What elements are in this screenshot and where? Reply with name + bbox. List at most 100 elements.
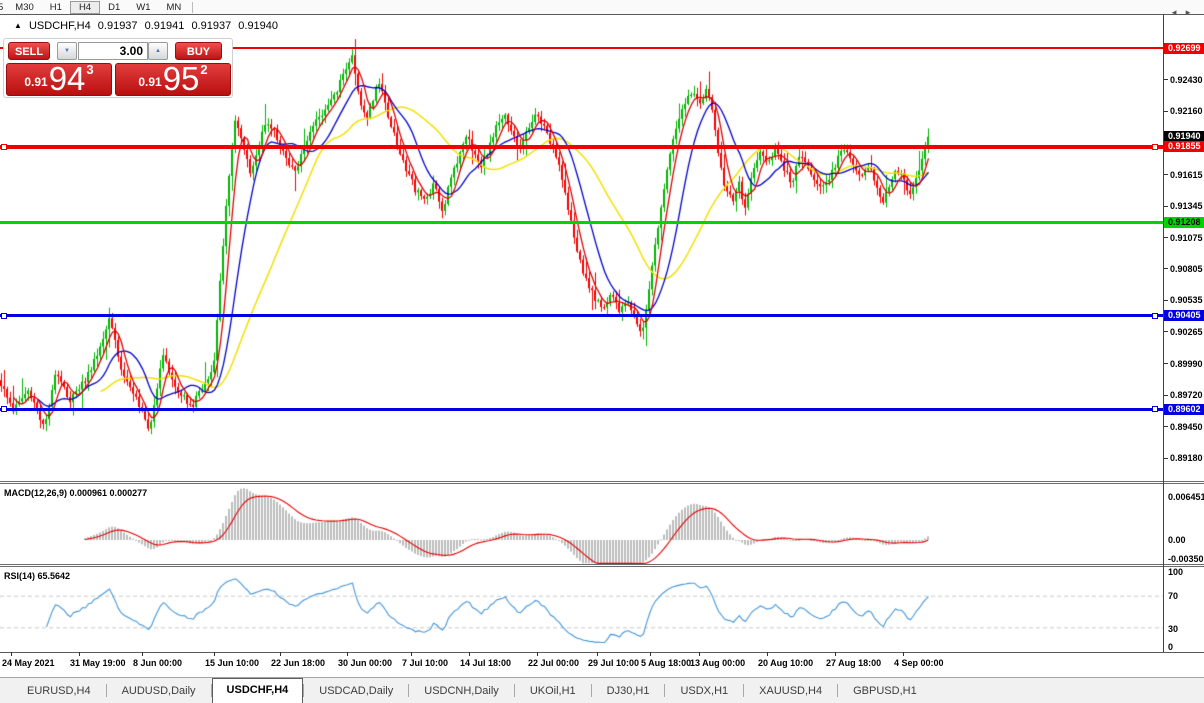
rsi-indicator-canvas[interactable]: [0, 568, 1163, 652]
time-tick-label: 20 Aug 10:00: [758, 658, 814, 668]
price-tick-mark: [1164, 237, 1168, 238]
horizontal-line-0.91855[interactable]: [0, 144, 1163, 149]
price-tick-mark: [1164, 363, 1168, 365]
price-tick-mark: [1164, 331, 1168, 333]
price-badge: 0.92699: [1164, 42, 1204, 54]
timeframe-button-h1[interactable]: H1: [49, 1, 62, 13]
time-tick-mark: [597, 652, 598, 656]
time-tick-label: 7 Jul 10:00: [402, 658, 449, 668]
time-tick-label: 30 Jun 00:00: [338, 658, 393, 668]
time-tick-label: 5 Aug 18:00: [641, 658, 692, 668]
time-tick-label: 4 Sep 00:00: [894, 658, 944, 668]
macd-axis-label: 0.006451: [1168, 492, 1204, 502]
price-tick-label: 0.92160: [1170, 106, 1203, 117]
timeframe-button-5[interactable]: 5: [0, 1, 4, 13]
ohlc-open: 0.91937: [97, 20, 138, 32]
time-tick-mark: [699, 652, 700, 656]
ask-price-prefix: 0.91: [138, 75, 162, 89]
bid-quote-button[interactable]: 0.91 94 3: [6, 62, 112, 96]
chart-tab-usdcad-daily[interactable]: USDCAD,Daily: [319, 685, 394, 697]
time-tick-mark: [11, 652, 12, 656]
buy-button[interactable]: BUY: [175, 42, 222, 60]
price-tick-mark: [1164, 174, 1168, 176]
tab-separator: [210, 684, 212, 697]
ask-quote-button[interactable]: 0.91 95 2: [115, 60, 231, 97]
tab-scroll-arrows: ◄►: [1170, 8, 1198, 17]
tab-scroll-left-icon[interactable]: ◄: [1170, 8, 1185, 17]
rsi-axis-label: 100: [1168, 567, 1184, 577]
price-tick-label: 0.90805: [1170, 263, 1203, 274]
time-tick-mark: [650, 652, 651, 656]
tab-separator: [303, 684, 305, 697]
chevron-down-icon: ▼: [64, 48, 70, 54]
price-tick-label: 0.90265: [1170, 326, 1203, 337]
price-badge: 0.91940: [1164, 131, 1204, 143]
price-tick-label: 0.91345: [1170, 201, 1203, 212]
chart-tab-dj30-h1[interactable]: DJ30,H1: [606, 685, 650, 697]
ask-price-big-digits: 95: [162, 60, 200, 97]
timeframe-button-m30[interactable]: M30: [15, 1, 34, 13]
main-macd-separator[interactable]: [0, 481, 1204, 484]
price-tick-label: 0.91075: [1170, 232, 1203, 243]
symbol-direction-icon: ▲: [14, 21, 22, 30]
price-badge: 0.90405: [1164, 310, 1204, 322]
line-endpoint-marker[interactable]: [1, 406, 7, 413]
volume-decrease-button[interactable]: ▼: [57, 42, 77, 60]
time-tick-mark: [214, 652, 215, 656]
line-endpoint-marker[interactable]: [1, 143, 7, 150]
chart-tab-gbpusd-h1[interactable]: GBPUSD,H1: [853, 685, 917, 697]
time-tick-mark: [411, 652, 412, 656]
price-tick-mark: [1164, 394, 1168, 396]
horizontal-line-0.90405[interactable]: [0, 314, 1163, 318]
horizontal-line-0.92699[interactable]: [0, 47, 1163, 50]
macd-rsi-separator[interactable]: [0, 564, 1204, 567]
macd-label: MACD(12,26,9) 0.000961 0.000277: [4, 488, 148, 498]
price-badge: 0.89602: [1164, 403, 1204, 415]
line-endpoint-marker[interactable]: [1152, 143, 1158, 150]
price-badge: 0.91208: [1164, 216, 1204, 228]
price-axis-divider: [1163, 14, 1164, 652]
chart-tab-xauusd-h4[interactable]: XAUUSD,H4: [759, 685, 823, 697]
chart-tab-audusd-daily[interactable]: AUDUSD,Daily: [121, 685, 196, 697]
time-tick-mark: [537, 652, 538, 656]
chart-tab-usdx-h1[interactable]: USDX,H1: [680, 685, 729, 697]
horizontal-line-0.91208[interactable]: [0, 220, 1163, 224]
price-tick-label: 0.91615: [1170, 169, 1203, 180]
chart-tab-ukoil-h1[interactable]: UKOil,H1: [529, 685, 576, 697]
tab-separator: [105, 684, 107, 697]
chart-bottom-frame: [0, 652, 1204, 653]
sell-button[interactable]: SELL: [8, 42, 50, 60]
chart-tab-bar: EURUSD,H4 AUDUSD,Daily USDCHF,H4 USDCAD,Dai…: [0, 677, 1204, 703]
line-endpoint-marker[interactable]: [1152, 312, 1158, 319]
macd-indicator-canvas[interactable]: [0, 485, 1163, 564]
price-tick-label: 0.89990: [1170, 358, 1203, 369]
chart-tab-eurusd-h4[interactable]: EURUSD,H4: [27, 685, 91, 697]
chart-tab-usdcnh-daily[interactable]: USDCNH,Daily: [424, 685, 499, 697]
bid-price-pipette: 3: [86, 62, 94, 77]
macd-axis-label: -0.00350: [1168, 554, 1204, 564]
timeframe-button-h4[interactable]: H4: [69, 0, 101, 14]
timeframe-button-d1[interactable]: D1: [108, 1, 121, 13]
rsi-label: RSI(14) 65.5642: [4, 571, 71, 581]
timeframe-button-mn[interactable]: MN: [166, 1, 182, 13]
time-tick-label: 29 Jul 10:00: [588, 658, 640, 668]
volume-input[interactable]: [78, 42, 148, 60]
ask-price-pipette: 2: [200, 62, 208, 77]
line-endpoint-marker[interactable]: [1, 312, 7, 319]
time-tick-mark: [469, 652, 470, 656]
time-tick-label: 14 Jul 18:00: [460, 658, 512, 668]
price-tick-mark: [1164, 457, 1168, 459]
volume-increase-button[interactable]: ▲: [148, 42, 168, 60]
tab-separator: [664, 684, 666, 697]
chart-tab-usdchf-h4[interactable]: USDCHF,H4: [211, 678, 304, 703]
time-tick-mark: [835, 652, 836, 656]
horizontal-line-0.89602[interactable]: [0, 407, 1163, 411]
tab-separator: [513, 684, 515, 697]
line-endpoint-marker[interactable]: [1152, 406, 1158, 413]
timeframe-button-w1[interactable]: W1: [136, 1, 151, 13]
tab-scroll-right-icon[interactable]: ►: [1184, 8, 1198, 17]
time-tick-mark: [347, 652, 348, 656]
time-tick-mark: [280, 652, 281, 656]
time-tick-label: 24 May 2021: [2, 658, 55, 668]
